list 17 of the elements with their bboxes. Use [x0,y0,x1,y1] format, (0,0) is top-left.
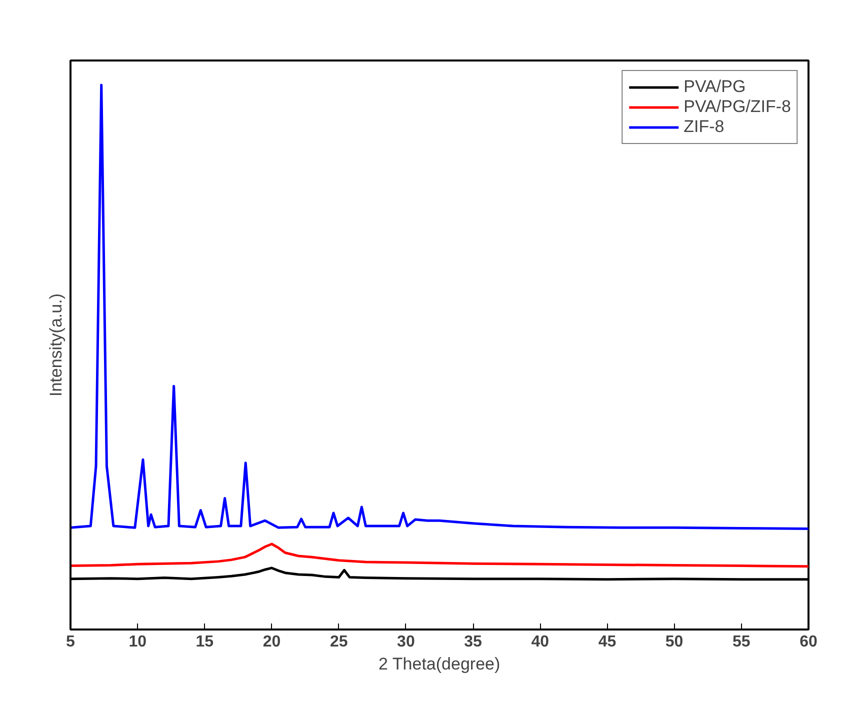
x-tick-label: 20 [262,634,281,650]
y-axis-title: Intensity(a.u.) [46,293,66,396]
x-tick-label: 45 [598,634,616,650]
x-tick-label: 50 [665,634,684,650]
x-tick-label: 55 [732,634,750,650]
x-axis-title: 2 Theta(degree) [378,654,500,674]
x-tick-label: 35 [464,634,482,650]
legend-label: PVA/PG [684,77,746,97]
x-tick-label: 10 [128,634,147,650]
legend-label: PVA/PG/ZIF-8 [684,97,791,117]
x-tick-label: 15 [196,634,214,650]
x-tick-label: 25 [330,634,348,650]
x-tick-label: 40 [531,634,550,650]
x-tick-label: 30 [397,634,415,650]
x-tick-label: 5 [66,634,76,650]
x-tick-label: 60 [800,634,818,650]
legend-label: ZIF-8 [684,117,724,137]
